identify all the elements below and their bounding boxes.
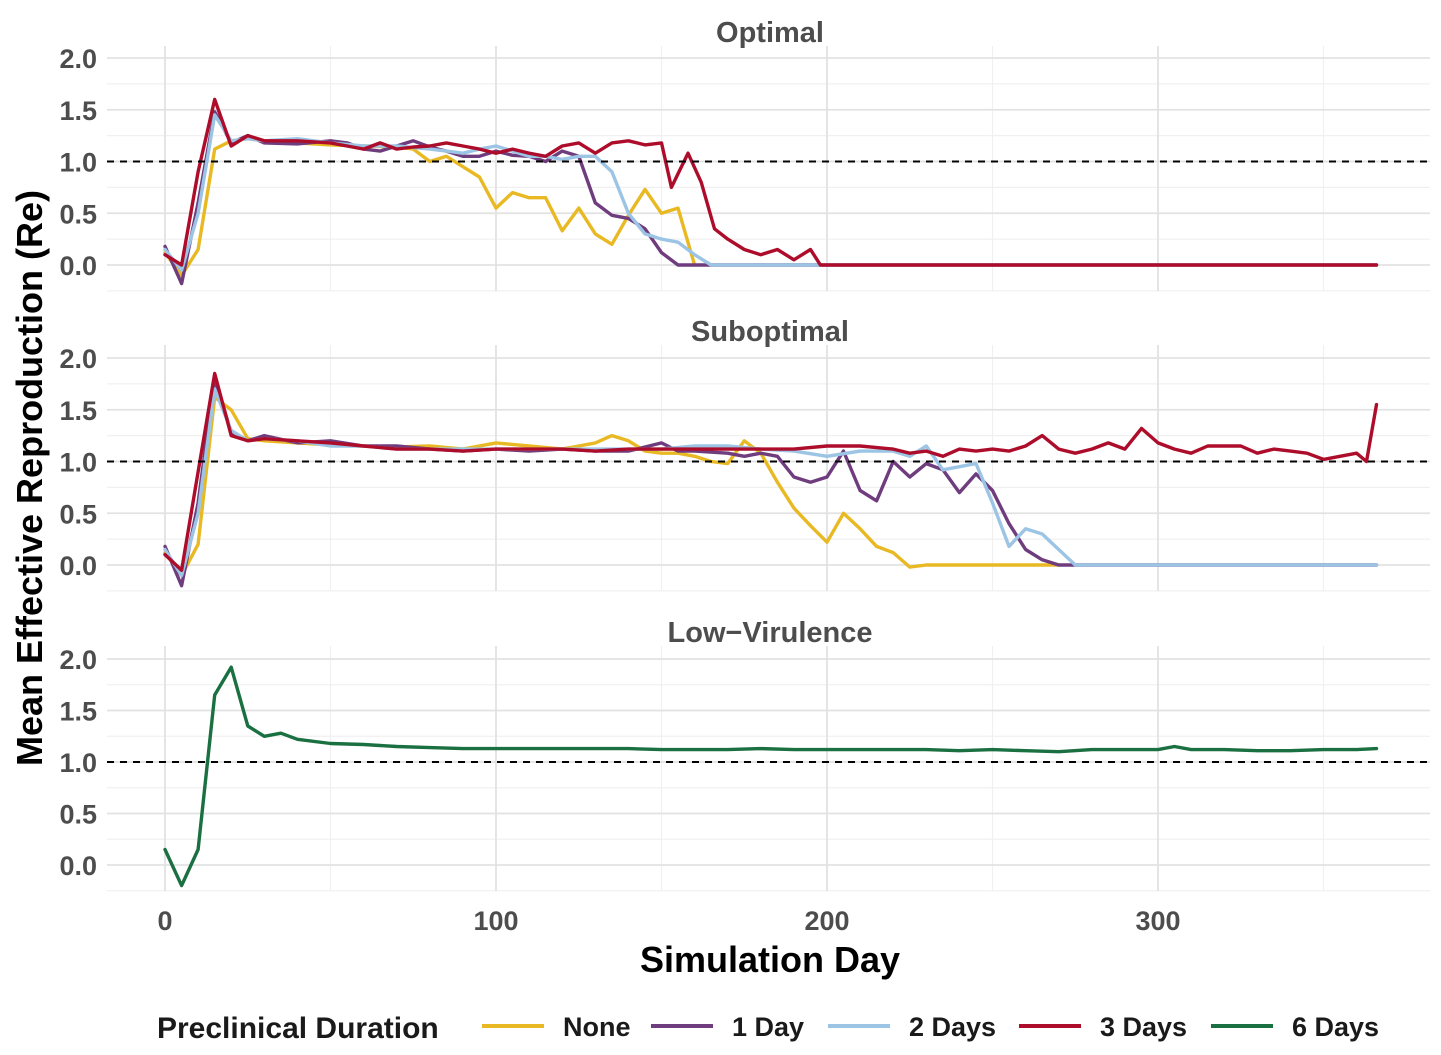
series-line-d3 bbox=[163, 371, 1379, 572]
series-line-d1 bbox=[163, 110, 1379, 286]
y-tick-label: 1.0 bbox=[59, 748, 97, 778]
x-tick-label: 300 bbox=[1135, 906, 1180, 936]
y-tick-label: 0.5 bbox=[59, 800, 97, 830]
panel-1: 0.0 0.5 1.0 1.5 2.0 Optimal bbox=[59, 17, 1430, 292]
y-tick-label: 0.0 bbox=[59, 251, 97, 281]
y-tick-label: 1.5 bbox=[59, 396, 97, 426]
x-tick-label: 0 bbox=[157, 906, 172, 936]
legend-label-d2: 2 Days bbox=[909, 1012, 996, 1042]
x-axis-label: Simulation Day bbox=[640, 939, 900, 980]
series-line-d3 bbox=[163, 97, 1379, 267]
panel-title: Low−Virulence bbox=[668, 617, 873, 649]
panels: 0.0 0.5 1.0 1.5 2.0 Optimal 0.0 0.5 1.0 1.5 2.0 Sub… bbox=[59, 17, 1430, 892]
y-tick-label: 1.5 bbox=[59, 96, 97, 126]
legend-label-none: None bbox=[563, 1012, 631, 1042]
series-line-d2 bbox=[163, 113, 1379, 272]
series-line-d6 bbox=[163, 665, 1379, 888]
y-tick-label: 2.0 bbox=[59, 645, 97, 675]
y-tick-label: 1.0 bbox=[59, 448, 97, 478]
y-axis-label: Mean Effective Reproduction (Re) bbox=[9, 190, 50, 766]
x-tick-label: 100 bbox=[473, 906, 518, 936]
panel-2: 0.0 0.5 1.0 1.5 2.0 Suboptimal bbox=[59, 316, 1430, 592]
legend-label-d1: 1 Day bbox=[732, 1012, 804, 1042]
legend-title: Preclinical Duration bbox=[157, 1012, 439, 1045]
y-tick-label: 0.5 bbox=[59, 499, 97, 529]
x-axis: 0 100 200 300 bbox=[157, 906, 1180, 936]
y-tick-label: 1.5 bbox=[59, 697, 97, 727]
y-tick-label: 0.0 bbox=[59, 551, 97, 581]
legend: Preclinical Duration None 1 Day 2 Days 3 Da… bbox=[157, 1012, 1379, 1045]
legend-label-d6: 6 Days bbox=[1292, 1012, 1379, 1042]
panel-title: Optimal bbox=[716, 17, 824, 49]
y-tick-label: 2.0 bbox=[59, 344, 97, 374]
panel-3: 0.0 0.5 1.0 1.5 2.0 Low−Virulence bbox=[59, 617, 1430, 892]
y-tick-label: 2.0 bbox=[59, 44, 97, 74]
series-line-d1 bbox=[163, 377, 1379, 588]
x-tick-label: 200 bbox=[804, 906, 849, 936]
series-line-d2 bbox=[163, 387, 1379, 578]
y-tick-label: 0.0 bbox=[59, 851, 97, 881]
y-tick-label: 0.5 bbox=[59, 199, 97, 229]
series-line-none bbox=[163, 395, 1061, 578]
legend-label-d3: 3 Days bbox=[1100, 1012, 1187, 1042]
series-line-none bbox=[163, 137, 697, 278]
panel-title: Suboptimal bbox=[691, 316, 849, 348]
y-tick-label: 1.0 bbox=[59, 148, 97, 178]
